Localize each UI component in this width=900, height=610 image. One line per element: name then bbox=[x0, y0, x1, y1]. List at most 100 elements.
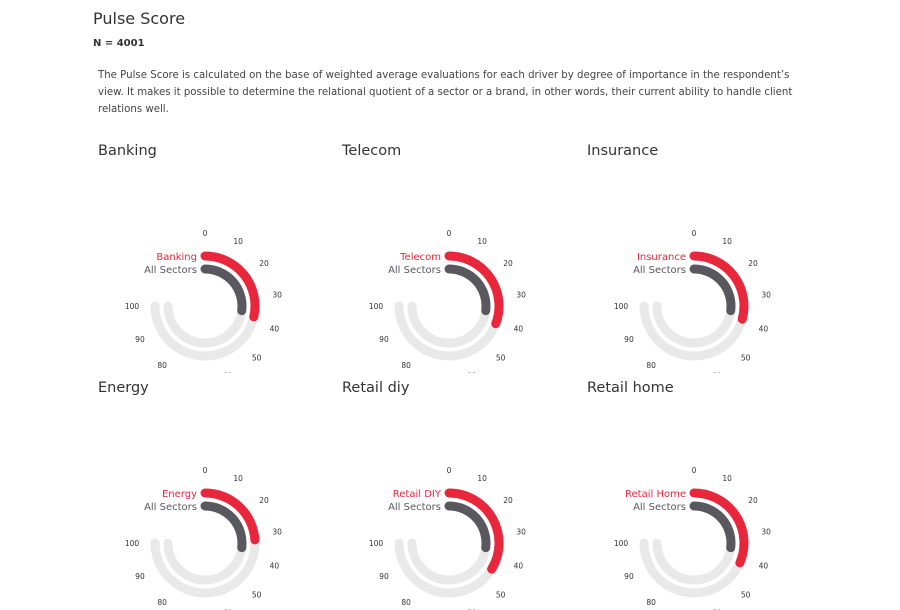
tick-label: 20 bbox=[503, 259, 513, 268]
series-label: All Sectors bbox=[388, 502, 441, 513]
radial-gauge: 0102030405060708090100EnergyAll Sectors bbox=[125, 466, 282, 610]
tick-label: 80 bbox=[157, 598, 167, 607]
gauge-title: Retail diy bbox=[342, 380, 418, 396]
gauge-value-arc bbox=[444, 264, 491, 316]
tick-label: 40 bbox=[759, 562, 769, 571]
tick-label: 0 bbox=[447, 466, 452, 475]
gauge-value-arc bbox=[689, 501, 736, 553]
gauge-card: Banking0102030405060708090100BankingAll … bbox=[98, 143, 328, 373]
tick-label: 40 bbox=[270, 325, 280, 334]
tick-label: 30 bbox=[516, 291, 526, 300]
sample-size: N = 4001 bbox=[93, 38, 145, 49]
tick-label: 90 bbox=[379, 335, 389, 344]
series-label: Retail DIY bbox=[393, 489, 442, 500]
tick-label: 10 bbox=[477, 237, 487, 246]
gauge-title: Insurance bbox=[587, 143, 667, 159]
tick-label: 80 bbox=[646, 361, 656, 370]
gauge-value-arc bbox=[444, 501, 491, 553]
tick-label: 50 bbox=[252, 354, 262, 363]
radial-gauge: 0102030405060708090100BankingAll Sectors bbox=[125, 229, 282, 373]
gauge-card: Energy0102030405060708090100EnergyAll Se… bbox=[98, 380, 328, 610]
tick-label: 0 bbox=[447, 229, 452, 238]
tick-label: 20 bbox=[259, 496, 269, 505]
tick-label: 100 bbox=[369, 539, 384, 548]
tick-label: 50 bbox=[741, 354, 751, 363]
tick-label: 60 bbox=[712, 371, 722, 373]
gauge-value-arc bbox=[444, 488, 504, 574]
gauge-card: Insurance0102030405060708090100Insurance… bbox=[587, 143, 817, 373]
series-label: Telecom bbox=[399, 252, 441, 263]
tick-label: 20 bbox=[259, 259, 269, 268]
tick-label: 10 bbox=[722, 237, 732, 246]
tick-label: 90 bbox=[624, 572, 634, 581]
gauge-card: Retail diy0102030405060708090100Retail D… bbox=[342, 380, 572, 610]
series-label: Retail Home bbox=[625, 489, 686, 500]
gauge-value-arc bbox=[689, 251, 749, 324]
series-label: All Sectors bbox=[144, 502, 197, 513]
tick-label: 100 bbox=[614, 539, 629, 548]
tick-label: 60 bbox=[223, 371, 233, 373]
gauge-title: Banking bbox=[98, 143, 165, 159]
gauge-value-arc bbox=[200, 251, 260, 322]
tick-label: 90 bbox=[135, 335, 145, 344]
gauge-value-arc bbox=[200, 488, 260, 545]
gauge-value-arc bbox=[200, 264, 247, 316]
gauge-value-arc bbox=[200, 501, 247, 553]
series-label: All Sectors bbox=[144, 265, 197, 276]
tick-label: 80 bbox=[157, 361, 167, 370]
tick-label: 50 bbox=[741, 591, 751, 600]
tick-label: 0 bbox=[692, 229, 697, 238]
series-label: Insurance bbox=[637, 252, 686, 263]
tick-label: 10 bbox=[233, 474, 243, 483]
page-title: Pulse Score bbox=[93, 9, 186, 28]
tick-label: 90 bbox=[379, 572, 389, 581]
tick-label: 90 bbox=[135, 572, 145, 581]
series-label: Energy bbox=[162, 489, 197, 500]
gauge-card: Retail home0102030405060708090100Retail … bbox=[587, 380, 817, 610]
tick-label: 20 bbox=[748, 496, 758, 505]
series-label: All Sectors bbox=[388, 265, 441, 276]
tick-label: 30 bbox=[516, 528, 526, 537]
tick-label: 40 bbox=[759, 325, 769, 334]
tick-label: 30 bbox=[761, 291, 771, 300]
tick-label: 100 bbox=[614, 302, 629, 311]
series-label: Banking bbox=[156, 252, 197, 263]
radial-gauge: 0102030405060708090100TelecomAll Sectors bbox=[369, 229, 526, 373]
tick-label: 10 bbox=[722, 474, 732, 483]
tick-label: 0 bbox=[203, 229, 208, 238]
tick-label: 20 bbox=[503, 496, 513, 505]
tick-label: 100 bbox=[125, 302, 140, 311]
tick-label: 10 bbox=[477, 474, 487, 483]
tick-label: 40 bbox=[514, 325, 524, 334]
gauge-title: Retail home bbox=[587, 380, 682, 396]
tick-label: 20 bbox=[748, 259, 758, 268]
tick-label: 50 bbox=[496, 591, 506, 600]
tick-label: 60 bbox=[467, 371, 477, 373]
description: The Pulse Score is calculated on the bas… bbox=[98, 70, 793, 115]
radial-gauge: 0102030405060708090100InsuranceAll Secto… bbox=[614, 229, 771, 373]
tick-label: 30 bbox=[272, 291, 282, 300]
tick-label: 50 bbox=[496, 354, 506, 363]
tick-label: 0 bbox=[692, 466, 697, 475]
tick-label: 10 bbox=[233, 237, 243, 246]
tick-label: 30 bbox=[272, 528, 282, 537]
tick-label: 80 bbox=[401, 598, 411, 607]
tick-label: 80 bbox=[646, 598, 656, 607]
tick-label: 40 bbox=[270, 562, 280, 571]
tick-label: 0 bbox=[203, 466, 208, 475]
tick-label: 90 bbox=[624, 335, 634, 344]
series-label: All Sectors bbox=[633, 502, 686, 513]
tick-label: 50 bbox=[252, 591, 262, 600]
series-label: All Sectors bbox=[633, 265, 686, 276]
tick-label: 80 bbox=[401, 361, 411, 370]
gauge-value-arc bbox=[689, 488, 749, 568]
gauge-value-arc bbox=[444, 251, 504, 329]
tick-label: 30 bbox=[761, 528, 771, 537]
gauge-value-arc bbox=[689, 264, 736, 316]
gauge-card: Telecom0102030405060708090100TelecomAll … bbox=[342, 143, 572, 373]
gauge-title: Energy bbox=[98, 380, 157, 396]
tick-label: 100 bbox=[125, 539, 140, 548]
gauge-title: Telecom bbox=[342, 143, 410, 159]
